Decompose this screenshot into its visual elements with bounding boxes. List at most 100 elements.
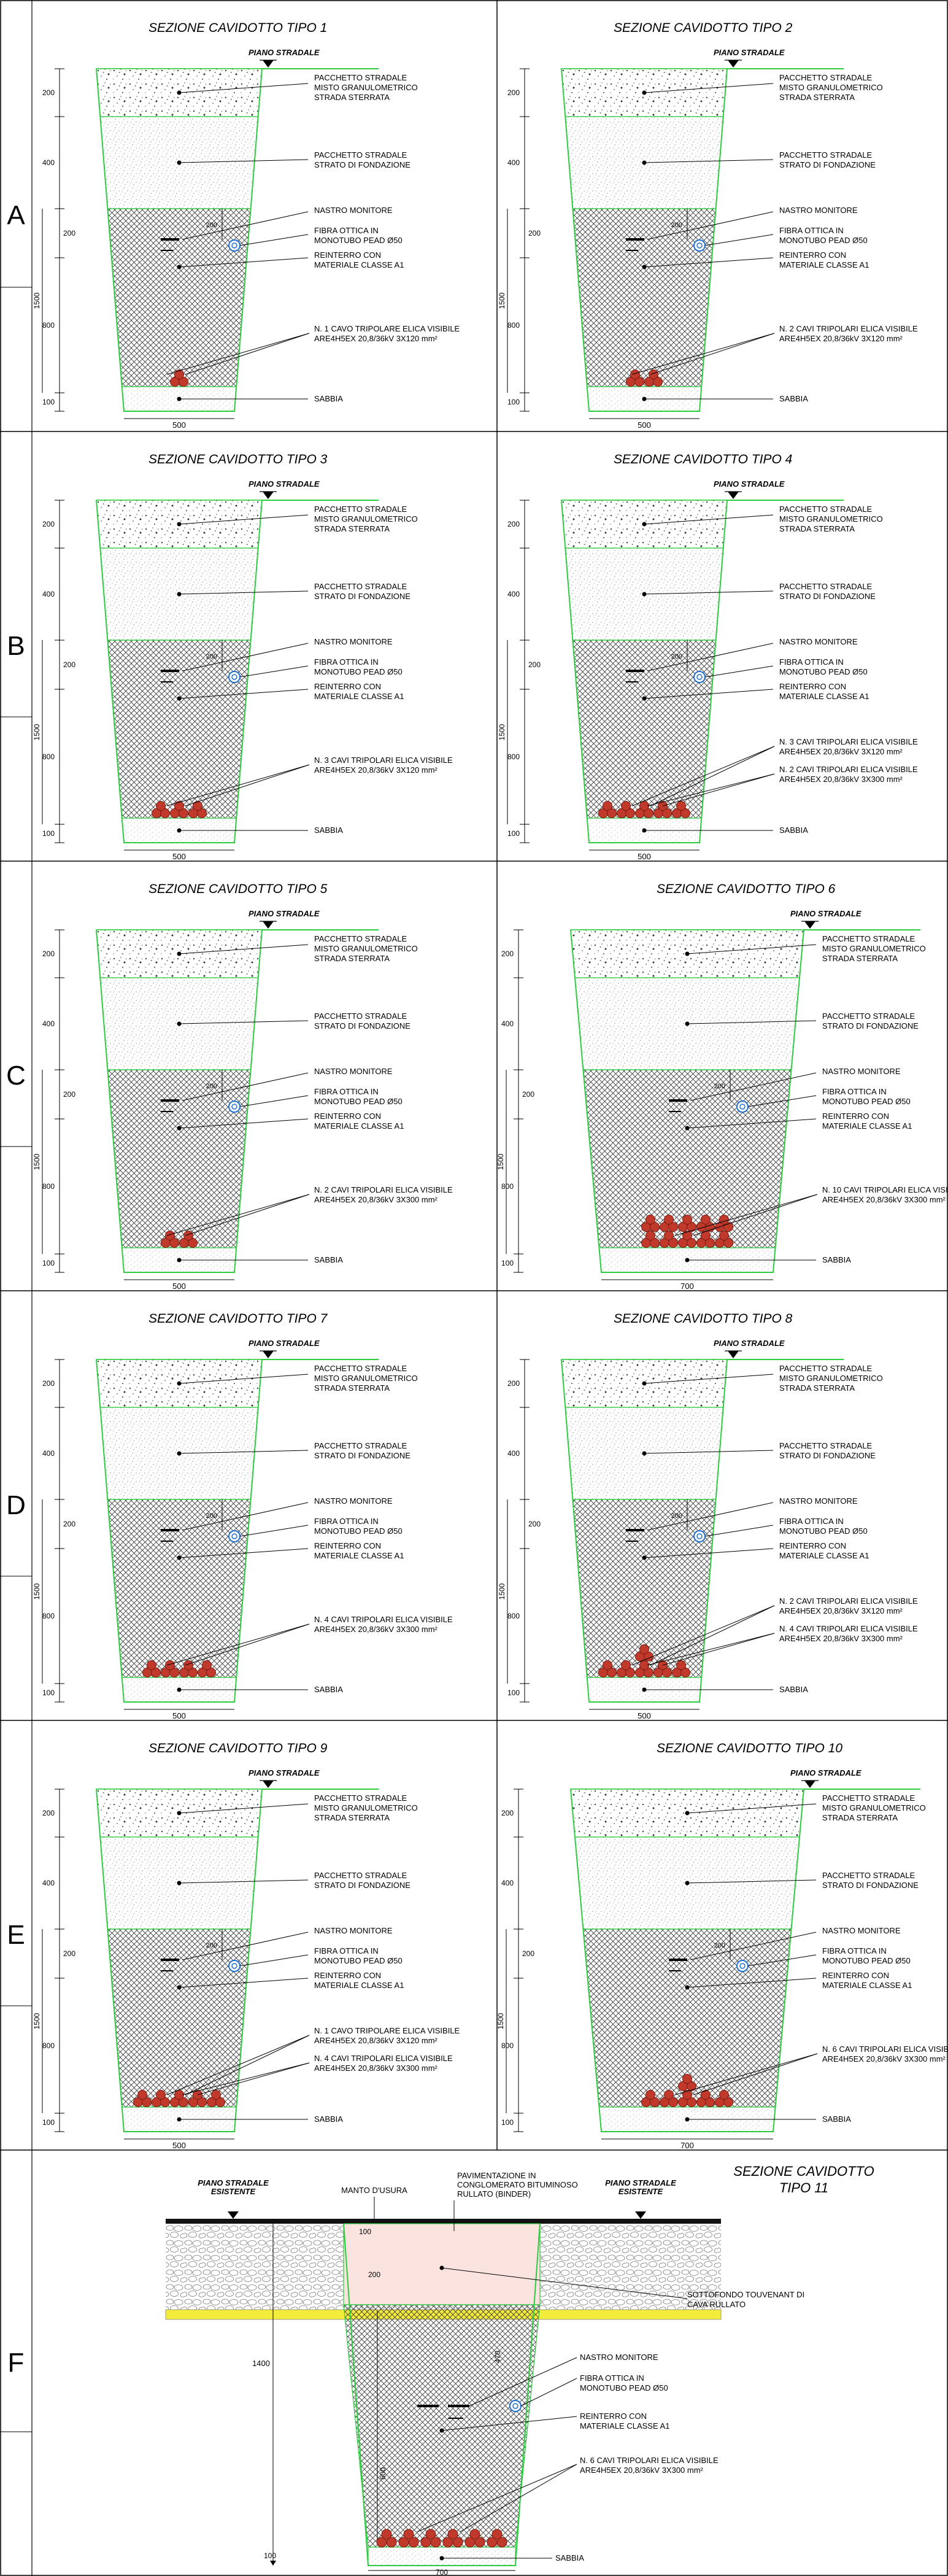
cable bbox=[161, 1660, 179, 1677]
label-fiber: MONOTUBO PEAD Ø50 bbox=[822, 1956, 911, 1965]
dimension-400: 400 bbox=[42, 1879, 55, 1887]
cable-core bbox=[687, 1222, 696, 1232]
label-backfill: MATERIALE CLASSE A1 bbox=[822, 1121, 912, 1131]
fiber-duct-core bbox=[512, 2403, 518, 2409]
cable bbox=[161, 1231, 179, 1248]
cable-core bbox=[664, 1231, 674, 1240]
fiber-duct-icon bbox=[228, 239, 241, 252]
leader-line bbox=[179, 590, 309, 595]
label-cables: ARE4H5EX 20,8/36kV 3X300 mm² bbox=[822, 1195, 946, 1204]
trench-outline bbox=[561, 68, 728, 412]
cable-core bbox=[723, 1238, 733, 1248]
dimension-100: 100 bbox=[42, 398, 55, 406]
cable-core bbox=[630, 369, 640, 379]
label-fiber: FIBRA OTTICA IN bbox=[580, 2373, 644, 2383]
leader-line bbox=[687, 1803, 817, 1814]
leader-line bbox=[179, 83, 309, 93]
road-level-marker bbox=[263, 492, 274, 499]
row-letter: B bbox=[7, 631, 25, 661]
cable-core bbox=[425, 2529, 436, 2540]
label-cables: N. 4 CAVI TRIPOLARI ELICA VISIBILE bbox=[314, 1615, 453, 1624]
leader-line bbox=[239, 1954, 309, 1967]
label-foundation: STRATO DI FONDAZIONE bbox=[779, 1451, 876, 1460]
trench-section-7: SEZIONE CAVIDOTTO TIPO 7 PIANO STRADALE 20… bbox=[33, 1312, 453, 1720]
cable bbox=[207, 2090, 225, 2107]
trench-section-1: SEZIONE CAVIDOTTO TIPO 1 PIANO STRADALE 20… bbox=[33, 21, 460, 430]
label-crushed-gravel: MISTO GRANULOMETRICO bbox=[314, 83, 418, 92]
cable-core bbox=[682, 1215, 692, 1224]
dimension-200-tape: 200 bbox=[714, 1083, 725, 1090]
label-foundation: PACCHETTO STRADALE bbox=[779, 1441, 873, 1450]
label-subbase: SOTTOFONDO TOUVENANT DI bbox=[687, 2290, 804, 2299]
dimension-100: 100 bbox=[42, 1688, 55, 1697]
road-level-marker bbox=[728, 1351, 739, 1358]
label-crushed-gravel: PACCHETTO STRADALE bbox=[779, 73, 873, 82]
leader-line bbox=[644, 1374, 774, 1384]
label-crushed-gravel: STRADA STERRATA bbox=[779, 1383, 855, 1393]
leader-line bbox=[704, 234, 774, 246]
label-backfill: MATERIALE CLASSE A1 bbox=[314, 1121, 404, 1131]
label-crushed-gravel: STRADA STERRATA bbox=[822, 1813, 898, 1822]
cable bbox=[617, 801, 635, 818]
label-warning-tape: NASTRO MONITORE bbox=[779, 637, 858, 646]
cable-core bbox=[211, 2090, 221, 2100]
cable bbox=[198, 1660, 216, 1677]
leader-line bbox=[687, 1118, 817, 1129]
leader-line bbox=[687, 1978, 817, 1988]
trench-backfill bbox=[343, 2304, 541, 2548]
fiber-duct-core bbox=[231, 1963, 237, 1969]
dimension-1500: 1500 bbox=[33, 2013, 41, 2029]
section-title: SEZIONE CAVIDOTTO TIPO 7 bbox=[148, 1312, 328, 1326]
label-backfill: MATERIALE CLASSE A1 bbox=[314, 260, 404, 269]
label-sand: SABBIA bbox=[779, 826, 808, 835]
trench-section-10: SEZIONE CAVIDOTTO TIPO 10 PIANO STRADALE 2… bbox=[496, 1741, 948, 2150]
cable bbox=[598, 801, 617, 818]
label-backfill: REINTERRO CON bbox=[314, 682, 381, 691]
label-cables: ARE4H5EX 20,8/36kV 3X120 mm² bbox=[314, 765, 438, 775]
cable-core bbox=[179, 377, 188, 387]
dimension-200: 200 bbox=[528, 1520, 541, 1528]
label-cables: ARE4H5EX 20,8/36kV 3X120 mm² bbox=[314, 334, 438, 343]
label-backfill: REINTERRO CON bbox=[314, 1112, 381, 1121]
trench-outline bbox=[343, 2223, 541, 2566]
label-cables: N. 6 CAVI TRIPOLARI ELICA VISIBILE bbox=[822, 2044, 948, 2054]
leader-line bbox=[693, 1194, 818, 1236]
cable-core bbox=[169, 1238, 179, 1248]
cable-core bbox=[662, 808, 672, 818]
dimension-200-tape: 200 bbox=[206, 1942, 217, 1949]
label-cables: N. 2 CAVI TRIPOLARI ELICA VISIBILE bbox=[779, 1596, 918, 1606]
road-label: PIANO STRADALE bbox=[249, 479, 320, 489]
label-sand: SABBIA bbox=[314, 2114, 343, 2124]
leader-line bbox=[179, 1374, 309, 1384]
label-sand: SABBIA bbox=[314, 1255, 343, 1264]
cable-core bbox=[719, 2090, 729, 2100]
cable-core bbox=[469, 2529, 480, 2540]
cable-core bbox=[381, 2529, 392, 2540]
cable-core bbox=[723, 2097, 733, 2107]
trench-section-9: SEZIONE CAVIDOTTO TIPO 9 PIANO STRADALE 20… bbox=[33, 1741, 460, 2150]
dimension-200: 200 bbox=[522, 1949, 534, 1958]
cable-core bbox=[202, 1660, 212, 1670]
leader-line bbox=[644, 1548, 774, 1558]
leader-line bbox=[747, 1954, 817, 1967]
cable-core bbox=[668, 2097, 678, 2107]
cable bbox=[635, 801, 653, 818]
dimension-100-top: 100 bbox=[359, 2227, 371, 2236]
trench-section-5: SEZIONE CAVIDOTTO TIPO 5 PIANO STRADALE 20… bbox=[33, 882, 453, 1291]
cable-core bbox=[188, 1238, 198, 1248]
section-title: SEZIONE CAVIDOTTO TIPO 6 bbox=[657, 882, 836, 896]
label-crushed-gravel: PACCHETTO STRADALE bbox=[779, 505, 873, 514]
dimension-200: 200 bbox=[507, 88, 520, 97]
leader-line bbox=[662, 773, 775, 806]
leader-line bbox=[647, 1633, 775, 1666]
cable-core bbox=[386, 2537, 397, 2548]
label-fiber: MONOTUBO PEAD Ø50 bbox=[779, 1526, 868, 1536]
leader-line bbox=[182, 2062, 310, 2095]
road-label: PIANO STRADALE bbox=[249, 1768, 320, 1777]
leader-line bbox=[687, 1020, 817, 1024]
leader-line bbox=[179, 1450, 309, 1454]
cable-core bbox=[183, 1231, 193, 1240]
fiber-duct-core bbox=[696, 242, 703, 249]
leader-line bbox=[647, 211, 774, 240]
dimension-800: 800 bbox=[507, 1612, 520, 1620]
